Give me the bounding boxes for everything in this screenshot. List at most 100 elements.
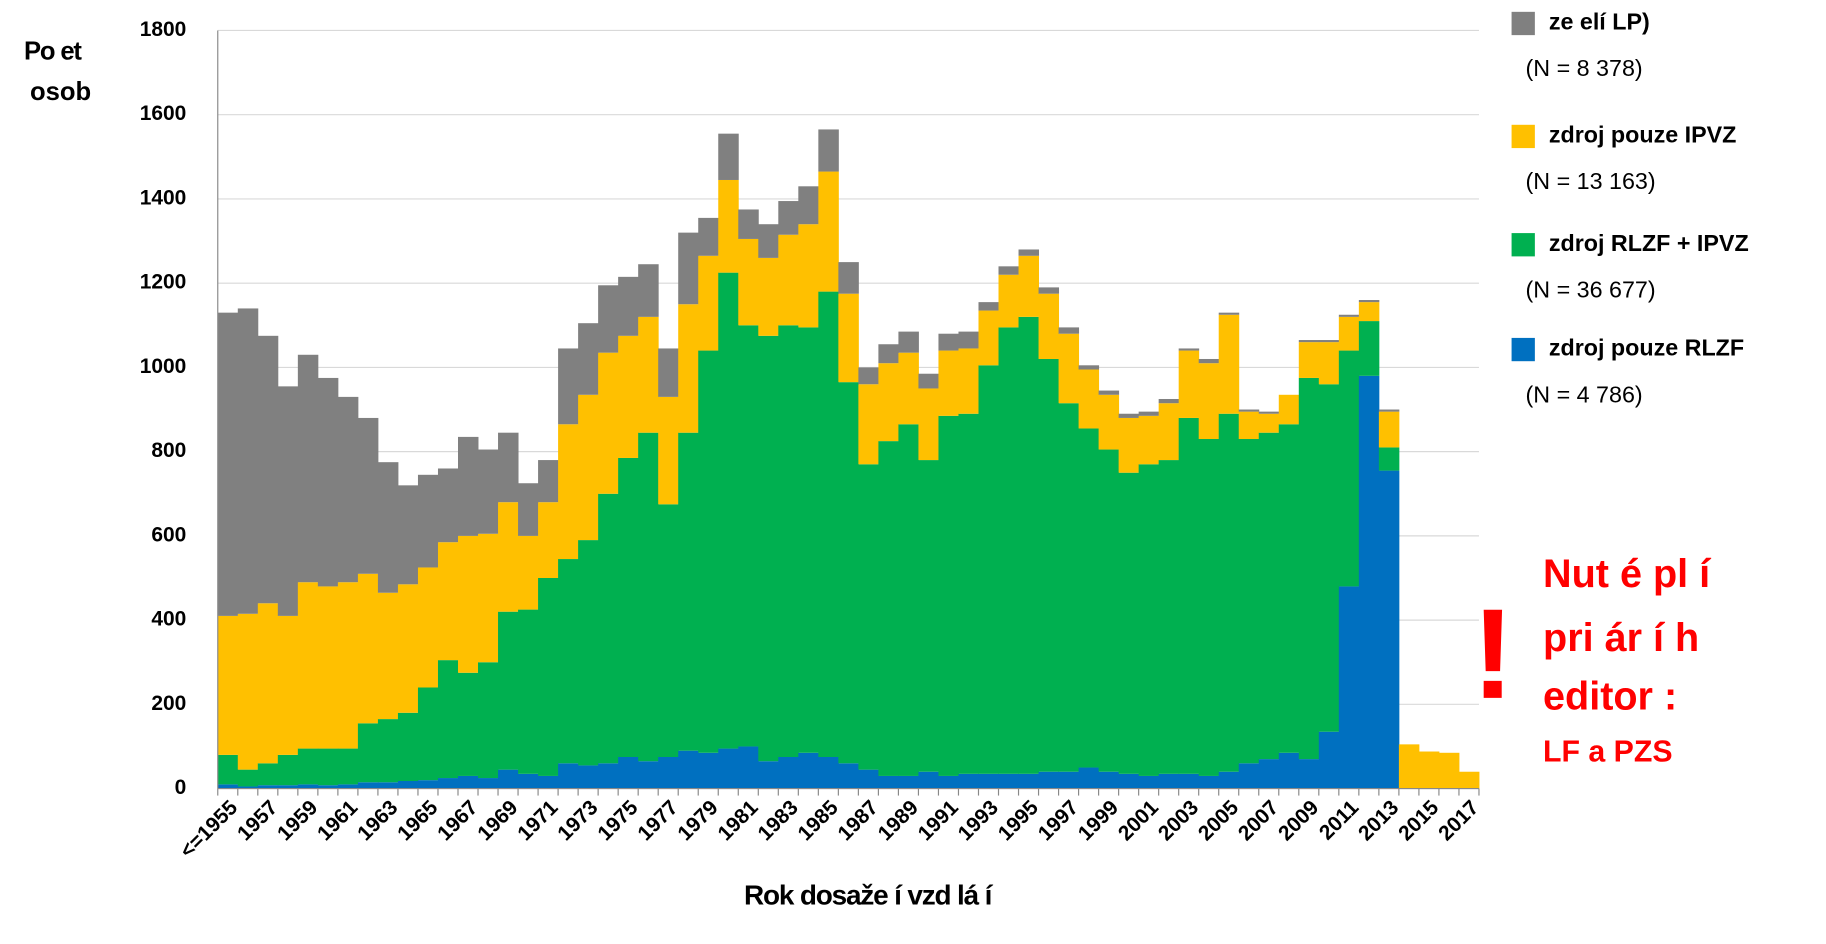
bar-segment (1158, 398, 1180, 404)
bar-segment (377, 462, 399, 593)
bar-segment (1358, 302, 1380, 322)
bar-segment (638, 316, 659, 433)
bar-segment (1338, 350, 1360, 587)
bar-segment (538, 775, 559, 789)
bar-segment (1118, 773, 1140, 789)
bar-segment (1178, 773, 1200, 789)
bar-segment (297, 582, 319, 749)
bar-segment (437, 660, 459, 779)
bar-segment (798, 224, 819, 328)
bar-segment (838, 262, 859, 294)
bar-segment (1338, 316, 1360, 351)
bar-segment (1238, 409, 1260, 412)
bar-segment (1238, 411, 1260, 440)
bar-segment (878, 363, 899, 442)
bar-segment (377, 592, 399, 720)
bar-segment (277, 785, 299, 789)
legend-label: ze elí LP) (1549, 9, 1650, 35)
bar-segment (938, 350, 959, 416)
annotation: LF a PZS (1543, 736, 1673, 769)
bar-segment (638, 264, 659, 317)
bar-segment (237, 308, 259, 614)
bar-segment (678, 750, 699, 789)
bar-segment (317, 785, 339, 789)
bar-segment (297, 748, 319, 785)
bar-segment (1298, 759, 1320, 789)
bar-segment (1178, 350, 1200, 418)
y-tick-label: 200 (151, 692, 186, 715)
bar-segment (357, 573, 379, 724)
bar-segment (1218, 312, 1240, 315)
bar-segment (558, 424, 579, 560)
bar-segment (1378, 411, 1400, 448)
legend-note: (N = 4 786) (1526, 381, 1643, 407)
bar-segment (938, 415, 959, 776)
legend-note: (N = 8 378) (1526, 55, 1643, 81)
x-tick-label: 1971 (513, 796, 562, 845)
bar-segment (257, 763, 279, 786)
bar-segment (417, 567, 439, 688)
legend-note: (N = 36 677) (1526, 276, 1656, 302)
bar-segment (538, 502, 559, 578)
x-tick-label: 1969 (473, 796, 522, 845)
annotation-mark: ! (1472, 583, 1515, 726)
bar-segment (1118, 472, 1140, 774)
bar-segment (1218, 413, 1240, 772)
bar-segment (1438, 752, 1460, 789)
legend-swatch (1511, 11, 1535, 36)
bar-segment (337, 582, 359, 749)
bar-segment (478, 778, 499, 789)
bar-segment (898, 775, 919, 789)
bar-segment (958, 348, 979, 414)
bar-segment (598, 352, 619, 494)
bar-segment (1218, 314, 1240, 414)
legend-swatch (1511, 124, 1535, 149)
bar-segment (317, 586, 339, 749)
bar-segment (978, 773, 999, 789)
bar-segment (1278, 424, 1300, 753)
bar-segment (257, 335, 279, 604)
bar-segment (317, 748, 339, 786)
bar-segment (798, 327, 819, 753)
bar-segment (1378, 409, 1400, 412)
annotation: Nut é pl í (1543, 552, 1712, 596)
bar-segment (818, 291, 839, 757)
bar-segment (638, 761, 659, 789)
bar-segment (357, 782, 379, 789)
bar-segment (1018, 255, 1040, 317)
y-tick-label: 0 (175, 776, 187, 799)
x-tick-label: 1981 (713, 796, 762, 845)
y-tick-label: 1800 (140, 18, 187, 41)
bar-segment (958, 331, 979, 349)
bar-segment (758, 761, 779, 789)
bar-segment (1218, 771, 1240, 789)
bar-segment (457, 775, 479, 789)
bar-segment (778, 756, 799, 789)
bar-segment (1078, 369, 1100, 429)
bar-segment (217, 784, 239, 789)
bar-segment (978, 302, 999, 311)
bar-segment (1318, 342, 1340, 385)
bar-segment (1158, 773, 1180, 789)
bar-segment (878, 441, 899, 776)
bar-segment (558, 348, 579, 425)
x-tick-label: 2007 (1234, 796, 1283, 845)
bar-segment (558, 559, 579, 764)
legend-label: zdroj RLZF + IPVZ (1549, 230, 1749, 256)
bar-segment (658, 396, 679, 505)
bar-segment (958, 413, 979, 774)
bar-segment (518, 483, 539, 536)
bar-segment (1378, 447, 1400, 471)
bar-segment (437, 778, 459, 789)
bar-segment (618, 335, 639, 458)
x-tick-label: 1963 (353, 796, 402, 845)
bar-segment (1298, 377, 1320, 760)
bar-segment (778, 201, 799, 235)
bar-segment (1018, 773, 1040, 789)
bar-segment (578, 765, 599, 789)
bar-segment (1378, 470, 1400, 789)
bar-segment (1278, 394, 1300, 425)
x-tick-label: 1959 (273, 796, 322, 845)
bar-segment (297, 354, 319, 583)
